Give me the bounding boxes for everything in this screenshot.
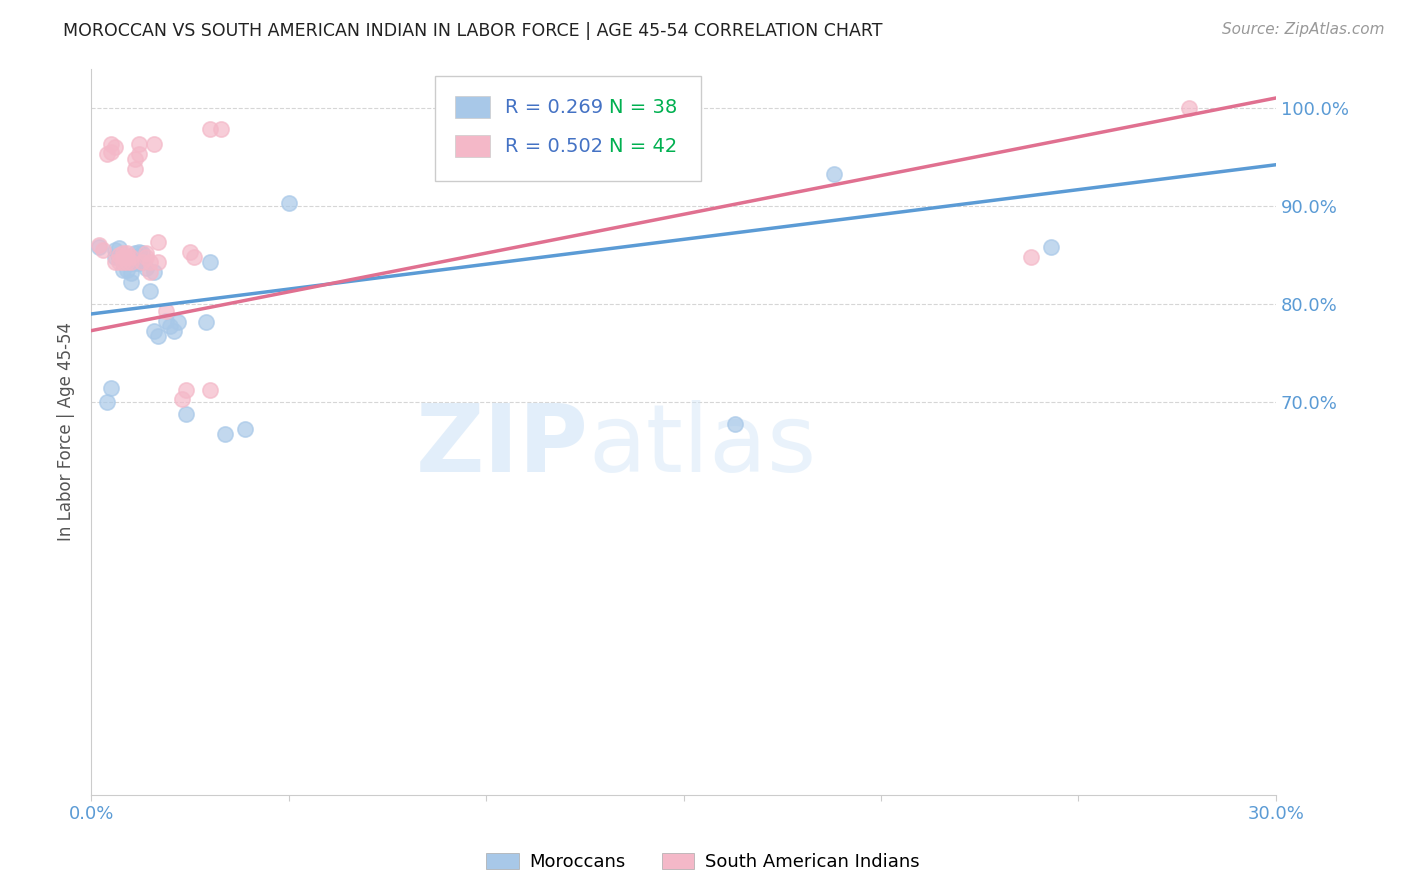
Point <box>111 250 134 264</box>
Point <box>115 255 138 269</box>
Point <box>148 235 170 250</box>
Point <box>128 147 150 161</box>
Point <box>131 246 153 260</box>
Point <box>100 137 122 152</box>
Point <box>155 304 177 318</box>
Point <box>198 255 221 269</box>
Point <box>1178 101 1201 115</box>
Point <box>120 275 142 289</box>
Point <box>124 152 146 166</box>
Point <box>120 256 142 270</box>
Point <box>277 196 299 211</box>
Point <box>823 167 845 181</box>
Point <box>148 255 170 269</box>
Point <box>174 407 197 421</box>
Point <box>96 147 118 161</box>
Point <box>211 122 233 136</box>
Point <box>111 246 134 260</box>
Point <box>183 250 205 264</box>
Point <box>143 324 166 338</box>
Point <box>148 328 170 343</box>
Point <box>676 101 699 115</box>
Point <box>111 262 134 277</box>
Text: Source: ZipAtlas.com: Source: ZipAtlas.com <box>1222 22 1385 37</box>
Text: atlas: atlas <box>589 401 817 492</box>
Point <box>135 246 157 260</box>
Point <box>124 246 146 260</box>
Point <box>128 137 150 152</box>
Point <box>104 255 127 269</box>
Point <box>179 245 201 260</box>
Point <box>107 248 129 262</box>
Point <box>143 265 166 279</box>
Point <box>100 145 122 159</box>
Point <box>155 314 177 328</box>
Point <box>1039 240 1062 254</box>
Point <box>120 255 142 269</box>
Text: R = 0.269: R = 0.269 <box>505 97 603 117</box>
Point <box>198 122 221 136</box>
Point <box>107 241 129 255</box>
Point <box>672 101 695 115</box>
Point <box>115 255 138 269</box>
Point <box>214 426 236 441</box>
Point <box>170 392 193 407</box>
Point <box>128 245 150 260</box>
Text: R = 0.502: R = 0.502 <box>505 136 603 156</box>
Point <box>124 161 146 176</box>
Point <box>139 255 162 269</box>
Point <box>159 318 181 333</box>
Point <box>104 140 127 154</box>
Point <box>724 417 747 431</box>
Point <box>174 383 197 397</box>
Point <box>1019 250 1042 264</box>
Text: ZIP: ZIP <box>416 401 589 492</box>
Point <box>135 260 157 275</box>
Point <box>104 250 127 264</box>
Point <box>665 101 688 115</box>
Point <box>96 395 118 409</box>
FancyBboxPatch shape <box>434 76 702 181</box>
Bar <box>456 136 491 157</box>
Point <box>104 243 127 257</box>
Point <box>100 381 122 395</box>
Y-axis label: In Labor Force | Age 45-54: In Labor Force | Age 45-54 <box>58 322 75 541</box>
Point <box>135 250 157 264</box>
Point <box>128 256 150 270</box>
Point <box>198 383 221 397</box>
Point <box>194 315 217 329</box>
Point <box>107 250 129 264</box>
Point <box>233 422 256 436</box>
Point <box>111 252 134 267</box>
Point <box>107 255 129 269</box>
Point <box>120 250 142 264</box>
Bar <box>456 96 491 118</box>
Point <box>131 255 153 269</box>
Point <box>87 240 110 254</box>
Point <box>143 137 166 152</box>
Point <box>131 255 153 269</box>
Point <box>111 255 134 269</box>
Text: MOROCCAN VS SOUTH AMERICAN INDIAN IN LABOR FORCE | AGE 45-54 CORRELATION CHART: MOROCCAN VS SOUTH AMERICAN INDIAN IN LAB… <box>63 22 883 40</box>
Point <box>139 285 162 299</box>
Point <box>115 262 138 277</box>
Text: N = 42: N = 42 <box>609 136 678 156</box>
Legend: Moroccans, South American Indians: Moroccans, South American Indians <box>479 846 927 879</box>
Point <box>91 243 114 257</box>
Point <box>120 266 142 280</box>
Point <box>139 265 162 279</box>
Point <box>115 250 138 264</box>
Text: N = 38: N = 38 <box>609 97 678 117</box>
Point <box>124 256 146 270</box>
Point <box>115 246 138 260</box>
Point <box>87 238 110 252</box>
Point <box>163 324 186 338</box>
Point <box>167 315 190 329</box>
